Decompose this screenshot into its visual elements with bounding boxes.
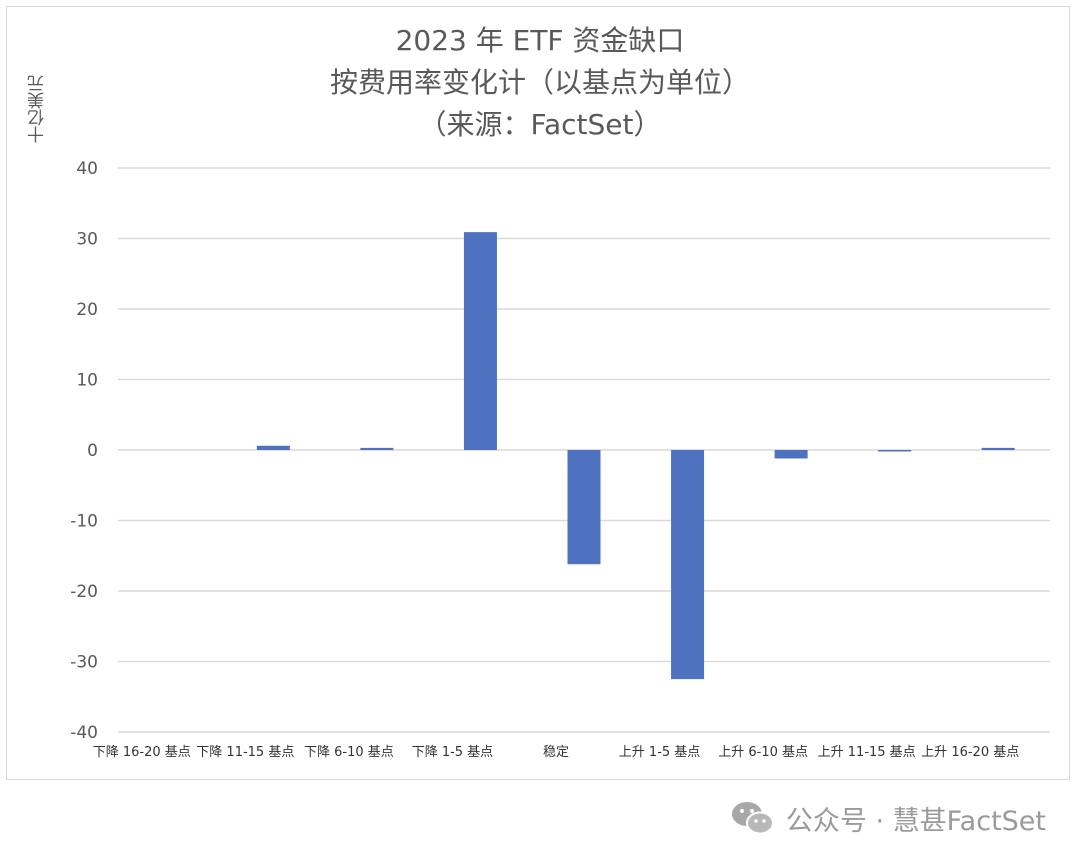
wechat-icon [730, 798, 776, 838]
y-tick-label: -20 [70, 582, 98, 602]
bar [878, 450, 912, 452]
y-tick-label: 40 [76, 159, 98, 179]
x-tick-label: 上升 1-5 基点 [619, 745, 701, 760]
y-tick-label: -40 [70, 723, 98, 743]
y-tick-label: 30 [76, 230, 98, 250]
bar [774, 450, 808, 459]
bar [567, 450, 601, 565]
watermark-text: 公众号 · 慧甚FactSet [785, 805, 1046, 837]
y-tick-label: 0 [87, 441, 98, 461]
x-tick-label: 下降 1-5 基点 [412, 745, 494, 760]
x-tick-label: 下降 6-10 基点 [304, 745, 394, 760]
bar [463, 232, 497, 450]
chart-title: 2023 年 ETF 资金缺口 按费用率变化计（以基点为单位） （来源：Fact… [0, 20, 1080, 146]
x-tick-label: 稳定 [543, 744, 569, 760]
chart-title-line-2: 按费用率变化计（以基点为单位） [329, 66, 750, 99]
x-tick-label: 下降 16-20 基点 [93, 745, 191, 760]
y-tick-label: 10 [76, 371, 98, 391]
bar [256, 445, 290, 450]
bar [671, 450, 705, 680]
y-tick-label: 20 [76, 300, 98, 320]
y-tick-label: -10 [70, 512, 98, 532]
bar [981, 447, 1015, 450]
x-tick-label: 上升 16-20 基点 [921, 745, 1019, 760]
x-tick-label: 下降 11-15 基点 [196, 745, 294, 760]
bar [360, 447, 394, 450]
y-tick-label: -30 [70, 653, 98, 673]
x-tick-label: 上升 11-15 基点 [818, 745, 916, 760]
chart-frame [6, 6, 1070, 780]
x-tick-label: 上升 6-10 基点 [718, 745, 808, 760]
watermark: 公众号 · 慧甚FactSet [730, 798, 1046, 838]
bar-chart: 40 30 20 10 0 -10 -20 -30 -40 下降 16-20 基点 下降 11-15… [70, 159, 1050, 760]
chart-title-line-1: 2023 年 ETF 资金缺口 [395, 24, 685, 57]
chart-title-line-3: （来源：FactSet） [418, 108, 662, 141]
